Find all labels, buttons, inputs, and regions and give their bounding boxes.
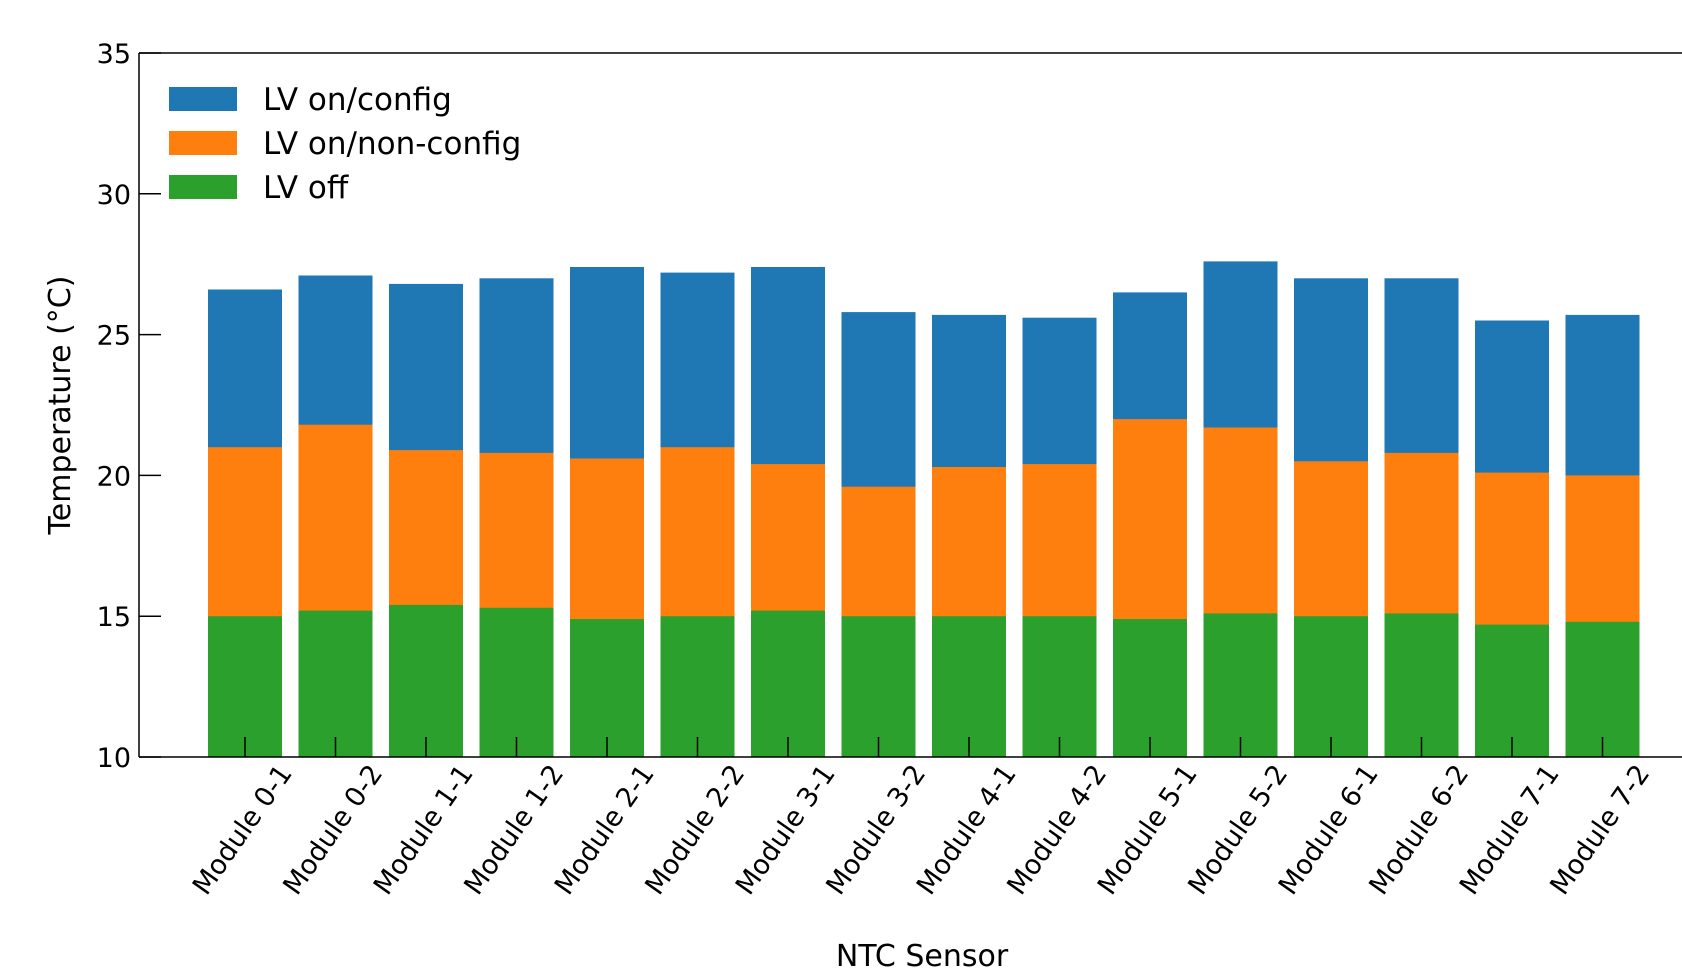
bar-lv-off-3: [479, 607, 554, 757]
bar-lv-off-5: [660, 616, 735, 757]
bar-lv-off-2: [389, 604, 463, 757]
bar-lv-off-7: [841, 616, 916, 757]
bar-lv-off-8: [932, 616, 1006, 757]
bar-lv-off-1: [298, 610, 373, 757]
bar-lv-off-9: [1022, 616, 1097, 757]
legend-swatch: [169, 87, 237, 111]
y-tick-label: 25: [97, 321, 131, 352]
bar-lv-off-11: [1203, 613, 1278, 757]
y-tick-label: 15: [97, 602, 131, 633]
y-tick-label: 35: [97, 39, 131, 70]
bars-layer: [208, 261, 1640, 757]
bar-lv-off-14: [1475, 624, 1549, 757]
y-tick-label: 20: [97, 461, 131, 492]
legend-label: LV off: [263, 170, 349, 206]
bar-lv-off-4: [570, 619, 644, 757]
y-axis-label: Temperature (°C): [43, 276, 78, 536]
legend-label: LV on/config: [263, 82, 452, 118]
bar-lv-off-0: [208, 616, 282, 757]
bar-lv-off-10: [1113, 619, 1187, 757]
legend: LV on/config LV on/non-config LV off: [169, 82, 521, 206]
bar-lv-off-13: [1384, 613, 1459, 757]
bar-lv-off-6: [751, 610, 825, 757]
bar-lv-off-15: [1565, 621, 1640, 757]
legend-swatch: [169, 131, 237, 155]
y-tick-label: 30: [97, 180, 131, 211]
y-tick-label: 10: [97, 743, 131, 774]
bar-lv-off-12: [1294, 616, 1368, 757]
x-axis-label: NTC Sensor: [836, 939, 1009, 969]
legend-label: LV on/non-config: [263, 126, 521, 162]
legend-swatch: [169, 175, 237, 199]
